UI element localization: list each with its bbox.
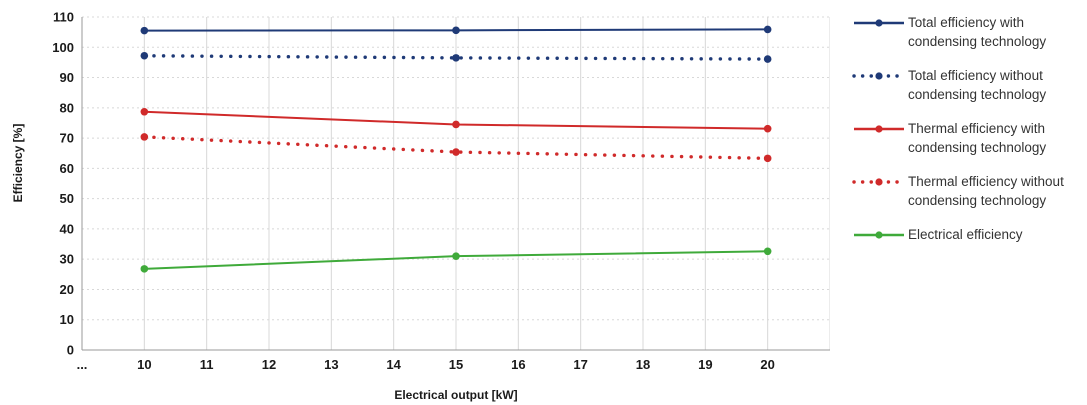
legend: Total efficiency with condensing technol… — [852, 13, 1084, 278]
legend-label-line2: condensing technology — [908, 87, 1047, 102]
legend-label-line1: Total efficiency without — [908, 68, 1043, 83]
series-5-point — [452, 252, 460, 260]
y-tick-label: 0 — [67, 343, 74, 358]
legend-label: Thermal efficiency without condensing te… — [906, 172, 1064, 210]
y-tick-label: 110 — [53, 10, 74, 25]
legend-label-line2: condensing technology — [908, 34, 1047, 49]
series-2-point — [140, 51, 149, 60]
y-tick-label: 30 — [60, 252, 74, 267]
y-tick-label: 40 — [60, 221, 74, 236]
y-tick-label: 80 — [60, 100, 74, 115]
y-axis-title: Efficiency [%] — [11, 124, 25, 203]
x-tick-label: ... — [77, 357, 88, 372]
series-3-point — [763, 124, 772, 133]
legend-swatch-solid-green — [854, 231, 904, 239]
x-tick-label: 15 — [449, 357, 463, 372]
series-1-point — [452, 26, 460, 35]
x-tick-label: 11 — [200, 357, 214, 372]
legend-swatch-dotted-navy — [852, 72, 906, 80]
series-4-point — [140, 133, 149, 141]
legend-swatch-dotted-red — [852, 178, 906, 186]
y-tick-label: 90 — [60, 70, 74, 85]
legend-label-line1: Total efficiency with — [908, 15, 1025, 30]
series-line-2 — [142, 54, 770, 61]
legend-item-total-condensing: Total efficiency with condensing technol… — [852, 13, 1084, 66]
series-1-point — [763, 25, 772, 34]
series-3-point — [140, 107, 149, 116]
series-1-point — [140, 26, 149, 35]
y-tick-label: 100 — [52, 40, 74, 55]
legend-item-electrical: Electrical efficiency — [852, 225, 1084, 278]
x-tick-label: 14 — [386, 357, 401, 372]
legend-item-thermal-no-condensing: Thermal efficiency without condensing te… — [852, 172, 1084, 225]
series-5-point — [763, 247, 772, 256]
legend-swatch-solid-navy — [854, 19, 904, 27]
x-tick-label: 10 — [137, 357, 151, 372]
series-2-point — [763, 55, 772, 63]
y-tick-label: 10 — [60, 312, 74, 327]
legend-label: Electrical efficiency — [906, 225, 1023, 244]
legend-label-line1: Electrical efficiency — [908, 227, 1023, 242]
legend-label: Total efficiency with condensing technol… — [906, 13, 1046, 51]
x-tick-label: 18 — [636, 357, 650, 372]
series-line-4 — [142, 135, 770, 161]
series-4-point — [452, 148, 460, 156]
legend-label-line1: Thermal efficiency without — [908, 174, 1064, 189]
line-chart: 0 10 20 30 40 50 60 70 80 90 100 110... 10 11 12 13 14 15… — [11, 10, 830, 402]
x-axis-title: Electrical output [kW] — [394, 388, 517, 402]
legend-label-line2: condensing technology — [908, 193, 1047, 208]
x-tick-label: 20 — [760, 357, 774, 372]
legend-label-line2: condensing technology — [908, 140, 1047, 155]
legend-label: Total efficiency without condensing tech… — [906, 66, 1046, 104]
y-tick-label: 70 — [60, 131, 74, 146]
legend-label-line1: Thermal efficiency with — [908, 121, 1046, 136]
axes — [81, 17, 830, 351]
x-tick-label: 13 — [324, 357, 338, 372]
x-tick-label: 12 — [262, 357, 276, 372]
legend-item-thermal-condensing: Thermal efficiency with condensing techn… — [852, 119, 1084, 172]
x-tick-label: 16 — [511, 357, 525, 372]
legend-label: Thermal efficiency with condensing techn… — [906, 119, 1046, 157]
y-tick-label: 60 — [60, 161, 74, 176]
y-tick-label: 20 — [60, 282, 74, 297]
series-4-point — [763, 154, 772, 163]
x-tick-label: 19 — [698, 357, 712, 372]
y-tick-label: 50 — [60, 191, 74, 206]
x-tick-label: 17 — [573, 357, 587, 372]
tick-labels: 0 10 20 30 40 50 60 70 80 90 100 110... 10 11 12 13 14 15… — [52, 10, 775, 373]
grid-lines — [82, 16, 830, 350]
series-2-point — [452, 54, 460, 62]
series-layer — [140, 25, 772, 273]
legend-swatch-solid-red — [854, 125, 904, 133]
series-5-point — [140, 265, 149, 273]
series-3-point — [452, 120, 460, 129]
legend-item-total-no-condensing: Total efficiency without condensing tech… — [852, 66, 1084, 119]
